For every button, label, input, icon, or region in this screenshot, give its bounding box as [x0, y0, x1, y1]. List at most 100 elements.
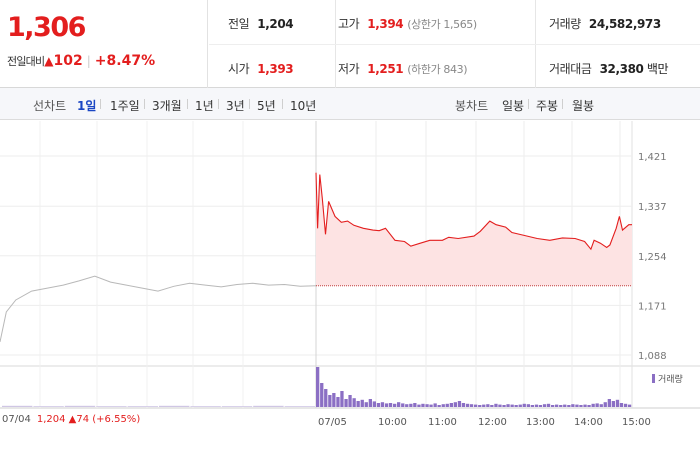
- prev-day-info: 07/04 1,204 ▲74 (+6.55%): [2, 414, 140, 425]
- tab-3year[interactable]: 3년: [226, 99, 245, 113]
- volume-bar: [221, 406, 253, 407]
- volume-bar: [546, 403, 551, 407]
- divider: [144, 99, 145, 109]
- volume-bar: [457, 401, 462, 407]
- volume-cell: 거래량 24,582,973: [549, 15, 661, 32]
- volume-bar: [551, 405, 555, 407]
- volume-bar: [441, 404, 445, 407]
- lower-limit: (하한가 843): [407, 63, 468, 76]
- volume-bar: [409, 403, 413, 407]
- volume-bar: [190, 406, 221, 407]
- upper-limit: (상한가 1,565): [407, 18, 477, 31]
- volume-bar: [64, 405, 96, 407]
- tab-1week[interactable]: 1주일: [110, 99, 140, 113]
- tab-weekly-candle[interactable]: 주봉: [536, 99, 559, 113]
- change-percent: +8.47%: [94, 53, 156, 69]
- price-chart[interactable]: 1,421 1,337 1,254 1,171 1,088 07/05 10:00 11:00…: [0, 121, 700, 450]
- quote-header: 1,306 전일대비▲102 | +8.47% 전일 1,204 고가 1,394 (상한…: [0, 0, 700, 88]
- high-value: 1,394: [367, 17, 404, 31]
- volume-bar: [599, 404, 603, 407]
- tab-1day[interactable]: 1일: [77, 99, 97, 113]
- volume-bar: [607, 399, 611, 407]
- x-tick-label: 11:00: [428, 417, 457, 428]
- line-chart-label: 선차트: [33, 99, 67, 113]
- volume-bar: [579, 405, 583, 407]
- divider: [282, 99, 283, 109]
- volume-bar: [159, 405, 190, 407]
- divider: |: [86, 54, 91, 68]
- volume-bar: [474, 404, 478, 407]
- volume-bar: [542, 404, 547, 407]
- tab-monthly-candle[interactable]: 월봉: [572, 99, 595, 113]
- volume-bar: [96, 406, 127, 407]
- volume-bar: [316, 367, 320, 407]
- x-tick-label: 12:00: [478, 417, 507, 428]
- today-price-line: [315, 172, 632, 251]
- divider: [209, 44, 700, 45]
- amount-value: 32,380: [599, 62, 644, 76]
- volume-bar: [421, 403, 425, 407]
- change-value: 102: [53, 53, 83, 69]
- volume-bar: [619, 403, 624, 407]
- open-label: 시가: [228, 62, 250, 76]
- volume-bar: [425, 404, 429, 407]
- volume-bar: [534, 404, 539, 407]
- y-tick-label: 1,421: [638, 152, 667, 163]
- x-tick-label: 07/05: [318, 417, 347, 428]
- tab-1year[interactable]: 1년: [195, 99, 214, 113]
- volume-bar: [563, 404, 567, 407]
- volume-bar: [344, 399, 348, 407]
- volume-bar: [33, 406, 64, 407]
- volume-bar: [364, 402, 368, 407]
- volume-bar: [340, 391, 344, 407]
- low-cell: 저가 1,251 (하한가 843): [338, 60, 467, 77]
- x-tick-label: 15:00: [622, 417, 651, 428]
- high-cell: 고가 1,394 (상한가 1,565): [338, 15, 477, 32]
- volume-bar: [615, 399, 620, 407]
- volume-label: 거래량: [549, 17, 581, 31]
- volume-bar: [332, 393, 336, 407]
- volume-bar: [253, 405, 284, 407]
- volume-bar: [401, 403, 405, 407]
- prev-close-value: 1,204: [257, 17, 294, 31]
- chart-canvas[interactable]: 1,421 1,337 1,254 1,171 1,088 07/05 10:00 11:00…: [0, 121, 700, 450]
- volume-bar: [372, 401, 376, 407]
- volume-bar: [591, 403, 595, 407]
- volume-bar: [623, 403, 628, 407]
- volume-bar: [478, 405, 482, 407]
- y-tick-label: 1,254: [638, 252, 667, 263]
- volume-bar: [320, 383, 324, 407]
- change-line: 전일대비▲102 | +8.47%: [7, 53, 155, 69]
- prev-change-pct: (+6.55%): [92, 414, 141, 425]
- open-cell: 시가 1,393: [228, 60, 294, 77]
- volume-bar: [405, 404, 409, 407]
- volume-bar: [2, 405, 33, 407]
- volume-bar: [352, 398, 356, 407]
- tab-3month[interactable]: 3개월: [152, 99, 182, 113]
- volume-bar: [567, 405, 571, 407]
- prev-change: ▲74: [68, 414, 90, 425]
- tab-daily-candle[interactable]: 일봉: [502, 99, 525, 113]
- volume-bar: [498, 404, 502, 407]
- tab-10year[interactable]: 10년: [290, 99, 317, 113]
- divider: [249, 99, 250, 109]
- change-label: 전일대비: [7, 55, 45, 68]
- volume-bar: [360, 399, 364, 407]
- x-tick-label: 13:00: [526, 417, 555, 428]
- volume-bar: [397, 402, 401, 407]
- volume-bar: [449, 403, 453, 407]
- up-arrow-icon: ▲: [44, 54, 54, 68]
- volume-bar: [376, 403, 381, 407]
- tab-5year[interactable]: 5년: [257, 99, 276, 113]
- volume-bar: [486, 404, 490, 407]
- divider: [218, 99, 219, 109]
- y-tick-label: 1,171: [638, 301, 667, 312]
- volume-bar: [461, 403, 466, 407]
- volume-bar: [538, 405, 543, 407]
- volume-bar: [437, 405, 441, 407]
- prev-close-cell: 전일 1,204: [228, 15, 294, 32]
- volume-bar: [380, 402, 385, 407]
- x-tick-label: 10:00: [378, 417, 407, 428]
- volume-bar: [571, 404, 575, 407]
- volume-bar: [368, 399, 372, 407]
